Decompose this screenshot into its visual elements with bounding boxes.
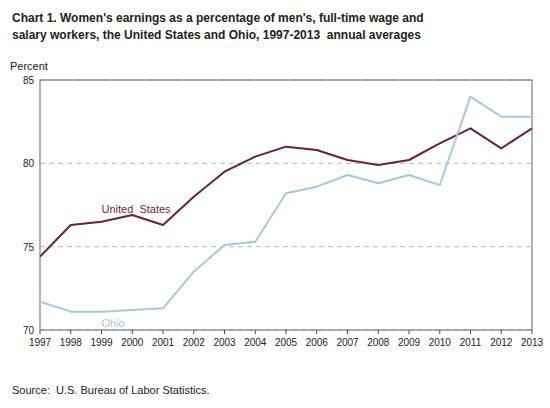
x-tick [70, 330, 71, 334]
series-label: Ohio [102, 317, 125, 329]
x-tick-label: 2005 [275, 337, 298, 348]
x-tick-label: 2008 [367, 337, 390, 348]
x-tick [347, 330, 348, 334]
lines [40, 97, 532, 312]
x-tick-label: 2000 [121, 337, 144, 348]
x-tick-label: 2013 [521, 337, 544, 348]
x-tick-label: 2011 [460, 337, 482, 348]
x-tick [101, 330, 102, 334]
x-tick [409, 330, 410, 334]
x-tick [132, 330, 133, 334]
y-tick-label: 70 [23, 325, 35, 336]
y-tick-label: 80 [23, 158, 35, 169]
x-tick-label: 2004 [244, 337, 267, 348]
x-tick [316, 330, 317, 334]
series-label: United States [102, 203, 172, 215]
subtitle: salary workers, the United States and Oh… [12, 28, 421, 42]
x-tick [255, 330, 256, 334]
x-tick [286, 330, 287, 334]
x-tick [40, 330, 41, 334]
x-tick-label: 2001 [152, 337, 175, 348]
x-tick-label: 2007 [336, 337, 359, 348]
grid-line [40, 163, 532, 164]
x-tick-label: 1997 [29, 337, 52, 348]
grid-line [40, 246, 532, 247]
x-tick-label: 1999 [90, 337, 113, 348]
x-tick [378, 330, 379, 334]
x-tick-label: 2009 [398, 337, 421, 348]
x-tick-label: 2006 [306, 337, 329, 348]
x-tick [532, 330, 533, 334]
y-axis-label: Percent [10, 60, 48, 72]
chart: Chart 1. Women's earnings as a percentag… [0, 0, 550, 408]
x-tick-label: 2003 [213, 337, 236, 348]
series-line [40, 97, 532, 312]
x-tick-label: 2010 [429, 337, 452, 348]
x-tick-label: 2012 [490, 337, 513, 348]
x-tick [439, 330, 440, 334]
x-tick [501, 330, 502, 334]
source-note: Source: U.S. Bureau of Labor Statistics. [12, 384, 209, 396]
plot-frame [40, 80, 532, 330]
x-tick-label: 2002 [183, 337, 206, 348]
y-tick-label: 75 [23, 242, 35, 253]
x-tick [470, 330, 471, 334]
y-tick-label: 85 [23, 75, 35, 86]
x-tick [163, 330, 164, 334]
grid [40, 80, 532, 330]
x-tick-label: 1998 [60, 337, 83, 348]
x-tick [224, 330, 225, 334]
title: Chart 1. Women's earnings as a percentag… [12, 11, 424, 25]
x-tick [193, 330, 194, 334]
